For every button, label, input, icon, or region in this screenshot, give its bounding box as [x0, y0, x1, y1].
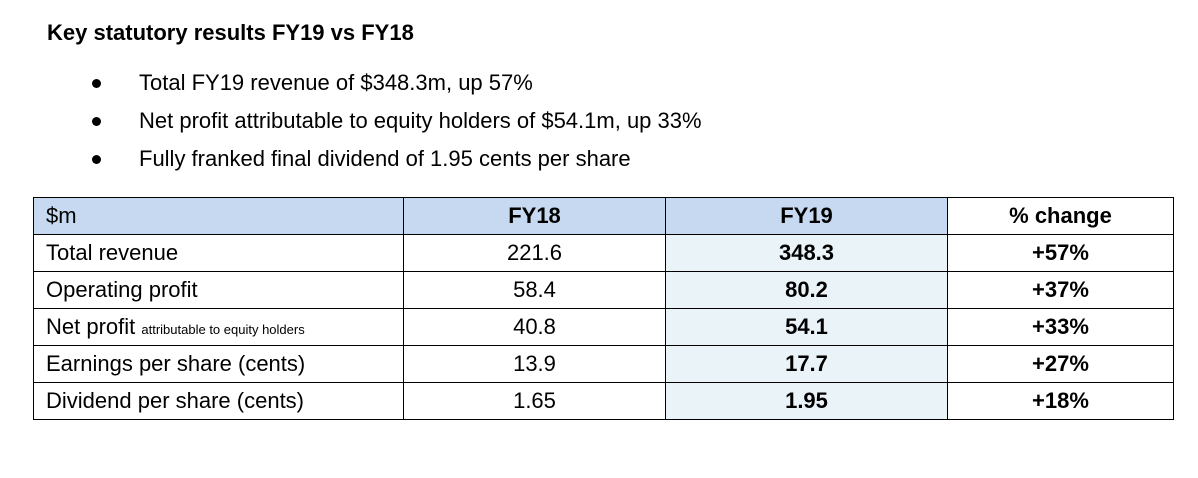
cell-fy18: 58.4 — [403, 271, 666, 309]
table-row: Operating profit 58.4 80.2 +37% — [33, 271, 1174, 309]
cell-fy18: 40.8 — [403, 308, 666, 346]
row-label: Earnings per share (cents) — [33, 345, 404, 383]
row-label: Dividend per share (cents) — [33, 382, 404, 420]
table-row: Net profit attributable to equity holder… — [33, 308, 1174, 346]
row-label: Net profit attributable to equity holder… — [33, 308, 404, 346]
cell-fy19: 54.1 — [665, 308, 948, 346]
cell-fy19: 17.7 — [665, 345, 948, 383]
results-table: $m FY18 FY19 % change Total revenue 221.… — [33, 197, 1174, 420]
bullet-icon — [92, 117, 101, 126]
cell-fy19: 348.3 — [665, 234, 948, 272]
row-label: Total revenue — [33, 234, 404, 272]
cell-fy18: 13.9 — [403, 345, 666, 383]
list-item: Fully franked final dividend of 1.95 cen… — [92, 140, 702, 178]
bullet-icon — [92, 79, 101, 88]
bullet-text: Fully franked final dividend of 1.95 cen… — [139, 146, 631, 171]
row-label-text: Total revenue — [46, 240, 179, 265]
row-label-text: Operating profit — [46, 277, 198, 302]
table-row: Total revenue 221.6 348.3 +57% — [33, 234, 1174, 272]
cell-change: +18% — [947, 382, 1174, 420]
header-fy19: FY19 — [665, 197, 948, 235]
cell-change: +57% — [947, 234, 1174, 272]
bullet-text: Total FY19 revenue of $348.3m, up 57% — [139, 70, 533, 95]
cell-change: +37% — [947, 271, 1174, 309]
bullet-icon — [92, 155, 101, 164]
list-item: Net profit attributable to equity holder… — [92, 102, 702, 140]
row-label: Operating profit — [33, 271, 404, 309]
cell-fy19: 80.2 — [665, 271, 948, 309]
cell-fy18: 1.65 — [403, 382, 666, 420]
table-header-row: $m FY18 FY19 % change — [33, 197, 1174, 235]
cell-change: +33% — [947, 308, 1174, 346]
row-label-text: Earnings per share (cents) — [46, 351, 306, 376]
row-label-text: Dividend per share (cents) — [46, 388, 305, 413]
header-fy18: FY18 — [403, 197, 666, 235]
row-label-note: attributable to equity holders — [141, 322, 305, 337]
cell-fy19: 1.95 — [665, 382, 948, 420]
row-label-text: Net profit — [46, 314, 136, 339]
cell-change: +27% — [947, 345, 1174, 383]
highlights-list: Total FY19 revenue of $348.3m, up 57% Ne… — [92, 64, 702, 178]
header-change: % change — [947, 197, 1174, 235]
list-item: Total FY19 revenue of $348.3m, up 57% — [92, 64, 702, 102]
table-row: Earnings per share (cents) 13.9 17.7 +27… — [33, 345, 1174, 383]
table-row: Dividend per share (cents) 1.65 1.95 +18… — [33, 382, 1174, 420]
page-title: Key statutory results FY19 vs FY18 — [47, 20, 414, 45]
cell-fy18: 221.6 — [403, 234, 666, 272]
bullet-text: Net profit attributable to equity holder… — [139, 108, 702, 133]
header-units: $m — [33, 197, 404, 235]
